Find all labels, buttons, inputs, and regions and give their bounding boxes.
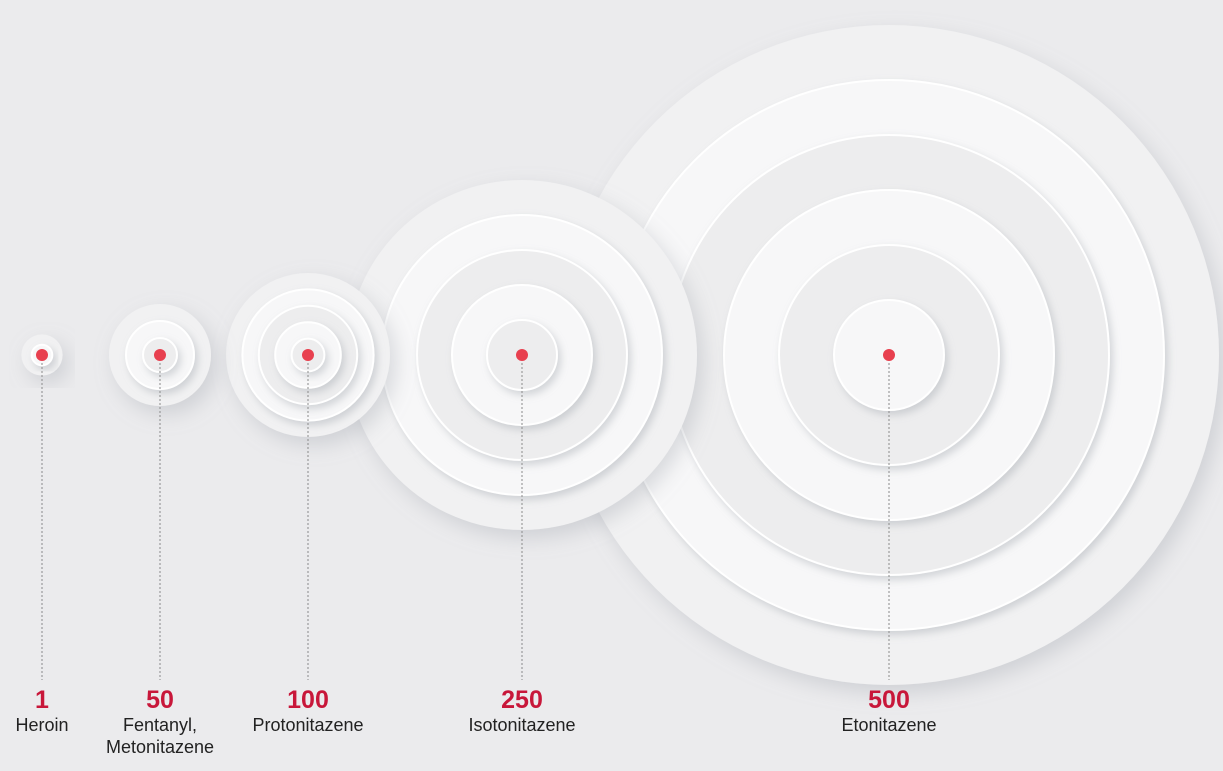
- value-label: 1: [35, 686, 49, 714]
- value-label: 50: [146, 686, 174, 714]
- label: 100 Protonitazene: [252, 686, 363, 736]
- label: 500 Etonitazene: [841, 686, 936, 736]
- dot: [883, 349, 895, 361]
- foreground: [36, 349, 895, 680]
- category-label: Etonitazene: [841, 715, 937, 735]
- label: 1 Heroin: [15, 686, 68, 736]
- dot: [36, 349, 48, 361]
- label: 250 Isotonitazene: [468, 686, 575, 736]
- value-label: 100: [287, 686, 329, 714]
- value-label: 500: [868, 686, 910, 714]
- ripple-group: [559, 25, 1219, 685]
- label: 50 Fentanyl, Metonitazene: [85, 686, 235, 758]
- category-label: Isotonitazene: [468, 715, 576, 735]
- dot: [516, 349, 528, 361]
- category-label: Fentanyl, Metonitazene: [105, 715, 215, 757]
- category-label: Heroin: [15, 715, 69, 735]
- value-label: 250: [501, 686, 543, 714]
- ripples: [21, 25, 1219, 685]
- category-label: Protonitazene: [252, 715, 364, 735]
- dot: [154, 349, 166, 361]
- dot: [302, 349, 314, 361]
